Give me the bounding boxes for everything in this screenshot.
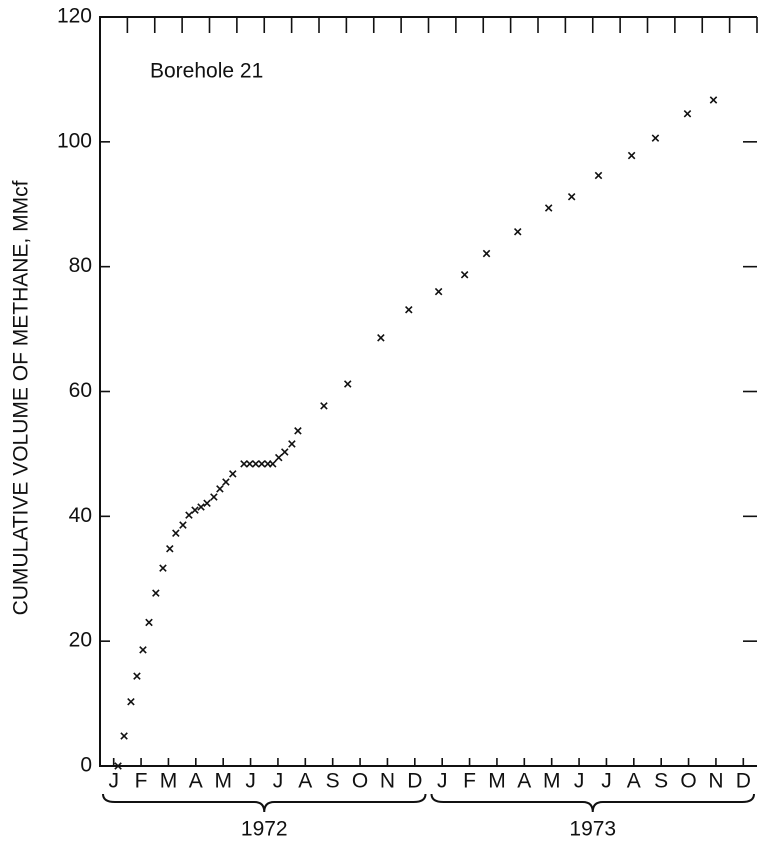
x-tick-label: N (708, 770, 723, 793)
data-point (434, 287, 443, 296)
axes-frame (99, 16, 757, 767)
data-point (627, 151, 636, 160)
data-point (152, 589, 160, 597)
data-point (139, 646, 147, 654)
data-point (222, 478, 230, 486)
x-tick-label: A (189, 770, 203, 793)
x-tick-label: F (135, 770, 148, 793)
data-point (240, 460, 248, 468)
data-point (709, 96, 718, 104)
y-tick-label: 80 (69, 254, 92, 277)
data-point (159, 564, 167, 572)
data-point (191, 506, 199, 514)
year-brace (430, 793, 755, 813)
data-point (114, 762, 122, 770)
data-point (377, 334, 385, 342)
data-point (567, 192, 576, 201)
data-point (343, 380, 352, 388)
data-point (258, 460, 266, 468)
data-point (320, 402, 328, 410)
y-tick-label: 0 (80, 754, 92, 777)
data-point (251, 460, 260, 468)
year-label: 1973 (569, 818, 616, 841)
data-point (683, 109, 692, 118)
x-tick-label: J (437, 770, 448, 793)
x-tick-label: M (488, 770, 506, 793)
data-point (229, 470, 237, 478)
data-point (133, 672, 141, 680)
x-tick-label: J (245, 770, 256, 793)
x-tick-label: M (543, 770, 561, 793)
data-point (288, 440, 296, 448)
data-point (179, 521, 187, 529)
y-tick-label: 20 (69, 629, 92, 652)
data-point (274, 453, 283, 462)
data-point (281, 448, 289, 456)
y-tick-label: 60 (69, 379, 92, 402)
data-point (268, 460, 277, 468)
y-axis-label: CUMULATIVE VOLUME OF METHANE, MMcf (10, 180, 33, 615)
data-point (294, 427, 302, 435)
data-point (203, 499, 211, 507)
x-tick-label: O (352, 770, 368, 793)
x-tick-label: S (654, 770, 668, 793)
y-tick-label: 40 (69, 504, 92, 527)
data-point (127, 697, 135, 706)
data-point (651, 134, 660, 142)
year-label: 1972 (241, 818, 288, 841)
year-brace (102, 793, 427, 813)
data-point (482, 249, 491, 258)
y-tick-label: 100 (57, 129, 92, 152)
data-point (544, 204, 553, 212)
data-point (405, 305, 413, 314)
data-point (594, 171, 603, 180)
x-tick-label: S (326, 770, 340, 793)
data-point (513, 227, 522, 236)
data-point (460, 271, 469, 279)
data-point (172, 529, 180, 537)
data-point (197, 503, 205, 511)
x-tick-label: J (601, 770, 612, 793)
data-point (245, 460, 254, 468)
annotation: Borehole 21 (150, 60, 263, 83)
data-point (166, 545, 174, 553)
x-tick-label: J (273, 770, 284, 793)
x-tick-label: M (214, 770, 232, 793)
x-tick-label: J (574, 770, 585, 793)
x-tick-label: A (517, 770, 531, 793)
data-point (216, 485, 224, 493)
x-tick-label: A (298, 770, 312, 793)
x-tick-label: N (380, 770, 395, 793)
data-point (145, 618, 153, 627)
x-tick-label: F (463, 770, 476, 793)
x-tick-label: D (736, 770, 751, 793)
data-point (120, 732, 128, 740)
data-point (210, 493, 218, 501)
x-tick-label: D (407, 770, 422, 793)
x-tick-label: M (160, 770, 178, 793)
data-point (185, 511, 193, 519)
x-tick-label: O (680, 770, 696, 793)
x-tick-label: A (627, 770, 641, 793)
y-tick-label: 120 (57, 5, 92, 28)
x-tick-label: J (108, 770, 119, 793)
